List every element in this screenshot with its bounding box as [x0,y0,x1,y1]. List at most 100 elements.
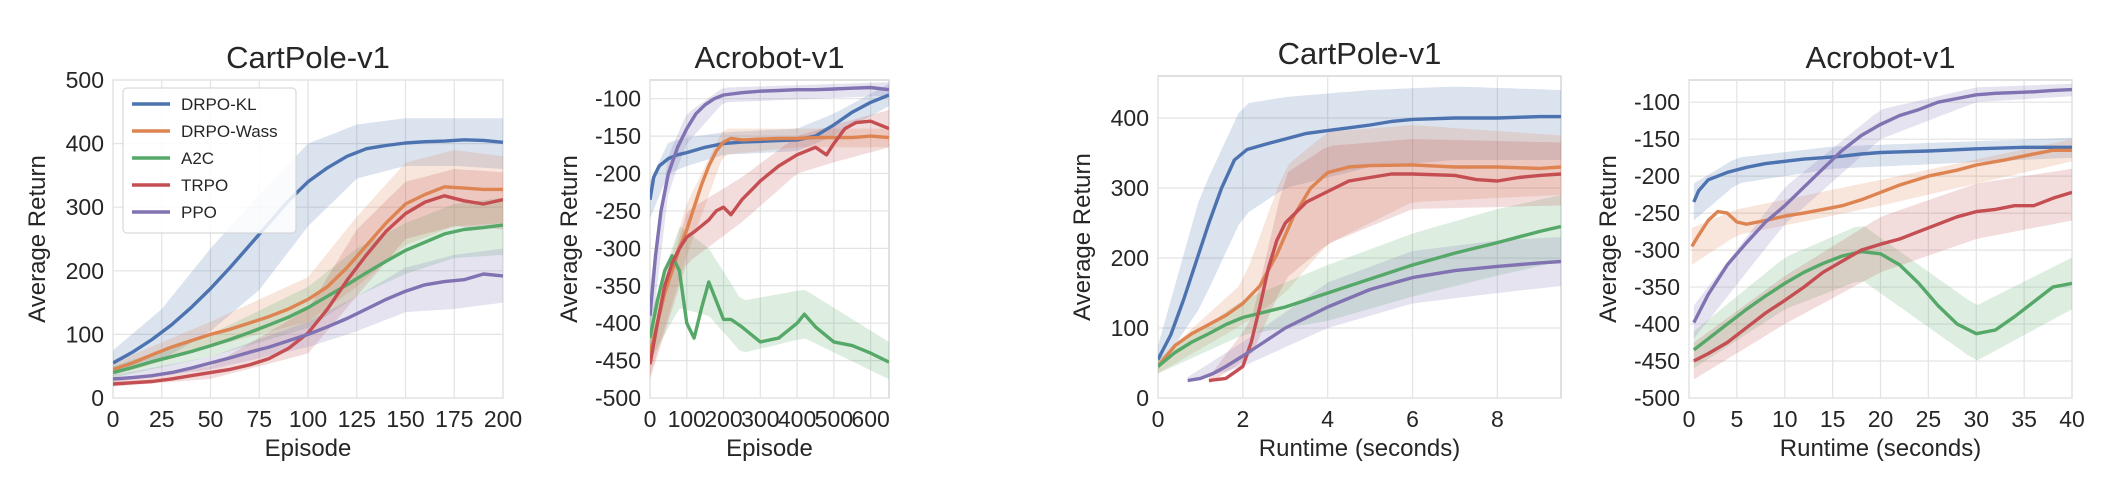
x-tick-label: 25 [149,406,175,432]
chart-panel-4: 0 5 10 15 20 25 30 35 40 -500 -450 -400 -350 -300 -250… [1595,40,2085,462]
x-tick-label: 300 [741,406,779,432]
y-tick-label: 100 [1111,315,1149,341]
confidence-band-drpo-wass [650,128,889,376]
series-line-ppo [650,85,889,316]
confidence-band-drpo-wass [113,150,503,376]
y-tick-label: -400 [1634,311,1680,337]
chart-panel-3: 0 2 4 6 8 0 100 200 300 400 CartPole-v1 Runtime (se… [1069,36,1562,462]
legend-label: PPO [181,203,217,222]
y-tick-label: -300 [1634,237,1680,263]
x-tick-label: 10 [1772,406,1798,432]
confidence-band-ppo [113,248,503,383]
chart-title: Acrobot-v1 [695,40,845,75]
x-tick-label: 100 [289,406,327,432]
y-tick-label: -450 [595,348,641,374]
x-axis-label: Runtime (seconds) [1259,435,1460,462]
y-tick-label: -400 [595,310,641,336]
x-tick-label: 200 [704,406,742,432]
confidence-band-trpo [113,169,503,387]
y-tick-label: 500 [66,67,104,93]
series-line-trpo [1693,190,2072,363]
x-tick-label: 30 [1963,406,1989,432]
x-tick-label: 5 [1730,406,1743,432]
confidence-band-trpo [1693,168,2072,380]
y-axis-label: Average Return [556,155,583,323]
series-line-drpo-kl [1158,114,1561,361]
x-tick-label: 600 [851,406,889,432]
x-tick-label: 25 [1916,406,1942,432]
x-tick-label: 15 [1820,406,1846,432]
confidence-band-drpo-kl [1158,86,1561,370]
confidence-band-drpo-kl [113,118,503,373]
y-tick-label: -350 [1634,274,1680,300]
y-tick-label: 200 [66,258,104,284]
x-axis-label: Episode [726,435,813,462]
x-tick-label: 100 [668,406,706,432]
x-tick-label: 175 [435,406,473,432]
series-line-trpo [650,119,889,365]
legend-box [122,87,297,234]
series-line-ppo [1187,259,1561,383]
chart-title: CartPole-v1 [1278,36,1442,71]
y-tick-label: 400 [66,131,104,157]
series-line-trpo [1208,172,1561,383]
confidence-band-a2c [113,197,503,378]
y-tick-label: -200 [1634,163,1680,189]
y-axis-label: Average Return [1069,153,1096,321]
x-tick-label: 200 [484,406,522,432]
chart-title: Acrobot-v1 [1806,40,1956,75]
x-tick-label: 0 [107,406,120,432]
y-tick-label: -500 [1634,385,1680,411]
y-tick-label: -150 [1634,126,1680,152]
y-tick-label: 0 [91,385,104,411]
series-line-drpo-kl [1692,145,2072,203]
series-line-ppo [113,272,503,381]
confidence-band-trpo [1208,139,1561,384]
x-tick-label: 40 [2059,406,2085,432]
series-line-drpo-wass [1158,163,1561,368]
x-tick-label: 6 [1406,406,1419,432]
y-tick-label: -300 [595,235,641,261]
y-tick-label: -350 [595,273,641,299]
chart-title: CartPole-v1 [226,40,390,75]
legend-label: DRPO-KL [181,95,257,114]
y-tick-label: 0 [1136,385,1149,411]
x-tick-label: 0 [1683,406,1696,432]
series-line-a2c [1158,224,1561,368]
y-tick-label: -100 [595,86,641,112]
y-tick-label: 300 [1111,175,1149,201]
confidence-band-drpo-kl [1693,137,2072,221]
legend-label: DRPO-Wass [181,122,278,141]
y-axis-label: Average Return [24,155,51,323]
x-axis-label: Runtime (seconds) [1780,435,1981,462]
y-tick-label: 100 [66,321,104,347]
y-tick-label: 400 [1111,105,1149,131]
y-tick-label: -450 [1634,348,1680,374]
series-line-drpo-wass [113,185,503,372]
x-tick-label: 35 [2011,406,2037,432]
series-line-drpo-kl [113,138,503,365]
y-tick-label: -500 [595,385,641,411]
legend-label: A2C [181,149,214,168]
series-line-a2c [1692,249,2072,352]
y-tick-label: 200 [1111,245,1149,271]
legend-label: TRPO [181,176,228,195]
series-line-drpo-kl [650,93,889,200]
series-line-a2c [650,254,889,364]
x-tick-label: 50 [198,406,224,432]
y-tick-label: 300 [66,194,104,220]
confidence-band-drpo-wass [1691,139,2072,265]
confidence-band-ppo [1693,83,2072,339]
x-tick-label: 2 [1236,406,1249,432]
confidence-band-drpo-kl [650,83,889,219]
x-tick-label: 0 [1152,406,1165,432]
x-tick-label: 75 [246,406,272,432]
x-tick-label: 125 [338,406,376,432]
legend: DRPO-KL DRPO-Wass A2C TRPO PPO [122,87,297,234]
confidence-band-ppo [1187,237,1561,383]
y-tick-label: -250 [1634,200,1680,226]
y-tick-label: -100 [1634,89,1680,115]
plot-area [1157,75,1562,399]
